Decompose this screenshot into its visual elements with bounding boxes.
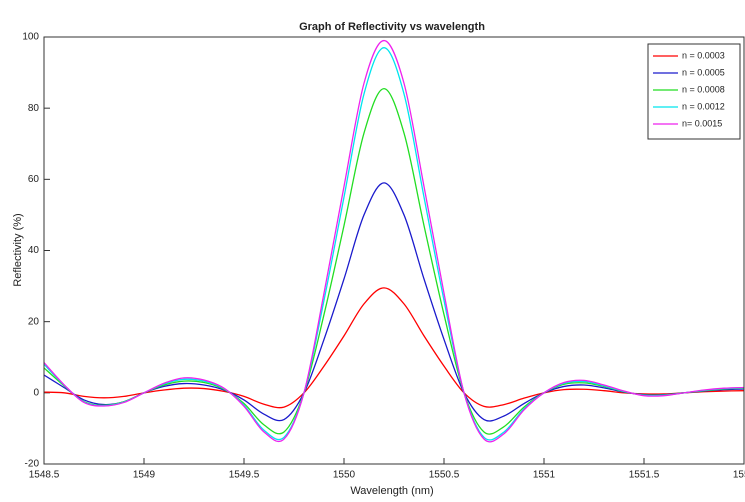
- x-tick-label: 1551: [533, 470, 556, 481]
- legend-label: n = 0.0012: [682, 101, 725, 111]
- x-tick-label: 1548.5: [29, 470, 60, 481]
- series-line: [44, 39, 744, 443]
- y-tick-label: 20: [28, 316, 40, 327]
- y-tick-label: 0: [33, 387, 39, 398]
- chart-title: Graph of Reflectivity vs wavelength: [299, 21, 485, 33]
- x-tick-label: 1551.5: [629, 470, 660, 481]
- y-tick-label: -20: [25, 459, 40, 470]
- x-axis-label: Wavelength (nm): [350, 485, 433, 497]
- x-tick-label: 1550: [333, 470, 356, 481]
- legend-label: n = 0.0005: [682, 67, 725, 77]
- legend-box: [647, 43, 741, 140]
- axes-box: [43, 36, 745, 465]
- y-tick-label: 60: [28, 174, 40, 185]
- y-tick-label: 40: [28, 245, 40, 256]
- x-tick-label: 1549.5: [229, 470, 260, 481]
- legend-label: n = 0.0008: [682, 84, 725, 94]
- y-tick-label: 100: [22, 32, 39, 43]
- x-tick-label: 1549: [133, 470, 156, 481]
- x-tick-label: 1550.5: [429, 470, 460, 481]
- x-tick-label: 1552: [733, 470, 745, 481]
- y-axis-label: Reflectivity (%): [12, 213, 24, 286]
- y-tick-label: 80: [28, 103, 40, 114]
- legend-label: n= 0.0015: [682, 118, 722, 128]
- legend-label: n = 0.0003: [682, 50, 725, 60]
